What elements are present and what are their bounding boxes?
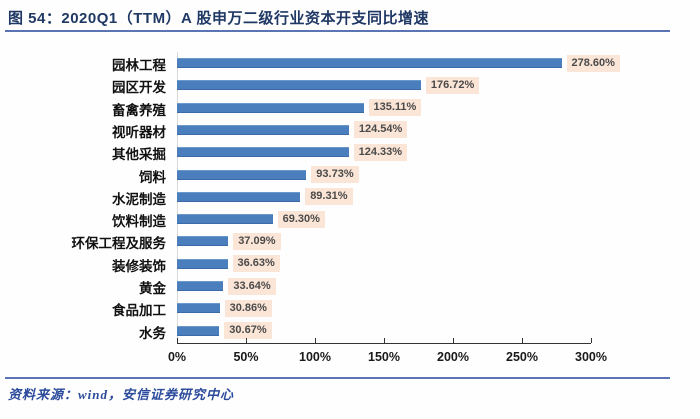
x-axis-tick	[453, 338, 454, 343]
bar	[177, 325, 220, 336]
figure-title-text: 2020Q1（TTM）A 股申万二级行业资本开支同比增速	[61, 10, 430, 27]
category-label: 环保工程及服务	[71, 236, 167, 252]
category-label: 水务	[139, 325, 166, 341]
category-label: 水泥制造	[112, 191, 166, 207]
x-tick-label: 100%	[299, 350, 331, 364]
bar	[177, 258, 228, 269]
x-axis-tick	[177, 338, 178, 343]
category-label: 饲料	[139, 169, 166, 185]
bar-value-label: 89.31%	[305, 188, 353, 206]
bar	[177, 281, 224, 291]
figure-title: 图 54：2020Q1（TTM）A 股申万二级行业资本开支同比增速	[8, 7, 690, 28]
bar-value-label: 135.11%	[368, 99, 422, 117]
source-note: 资料来源：wind，安信证券研究中心	[8, 384, 234, 403]
x-axis-tick	[246, 338, 247, 343]
bar-value-label: 30.86%	[224, 299, 272, 317]
capex-growth-bar-chart: 园林工程 278.60% 园区开发 176.72% 畜禽养殖 135.11% 视听器材 124…	[0, 46, 700, 370]
bar-value-label: 69.30%	[277, 210, 325, 228]
footer-divider	[5, 377, 670, 379]
category-label: 畜禽养殖	[112, 102, 166, 118]
x-tick-label: 0%	[167, 350, 187, 364]
category-label: 黄金	[139, 281, 166, 296]
bar	[177, 169, 307, 180]
x-axis-tick	[315, 338, 316, 343]
x-tick-label: 200%	[437, 350, 469, 364]
x-axis-line	[177, 343, 591, 344]
category-label: 饮料制造	[112, 214, 166, 230]
source-label: 资料来源：	[8, 387, 79, 402]
bar	[177, 214, 273, 225]
figure-number: 图 54：	[8, 10, 62, 27]
category-label: 其他采掘	[112, 147, 166, 163]
bar	[177, 191, 301, 202]
x-tick-label: 50%	[233, 350, 259, 364]
bar-value-label: 93.73%	[311, 166, 359, 183]
bar-value-label: 278.60%	[566, 54, 620, 72]
title-divider	[5, 30, 670, 32]
bar	[177, 58, 562, 68]
category-label: 视听器材	[112, 124, 166, 140]
category-label: 食品加工	[112, 303, 166, 319]
bar-value-label: 124.54%	[353, 121, 408, 139]
bar-value-label: 30.67%	[224, 322, 272, 340]
x-tick-label: 150%	[368, 350, 400, 364]
x-tick-label: 300%	[575, 350, 607, 364]
x-axis-tick	[384, 338, 385, 343]
category-label: 园区开发	[112, 80, 166, 96]
x-axis-tick	[522, 338, 523, 343]
bar	[177, 236, 229, 247]
bar	[177, 102, 364, 113]
bar	[177, 124, 349, 135]
x-tick-label: 250%	[506, 350, 538, 364]
bar-value-label: 37.09%	[233, 232, 281, 250]
bar	[177, 80, 421, 91]
bar-value-label: 36.63%	[232, 255, 280, 273]
source-text: wind，安信证券研究中心	[78, 387, 235, 402]
category-label: 装修装饰	[112, 258, 166, 274]
bar	[177, 303, 220, 314]
x-axis-tick	[591, 338, 592, 343]
bar-value-label: 124.33%	[353, 143, 408, 161]
bar	[177, 147, 349, 158]
bar-value-label: 33.64%	[228, 277, 276, 295]
category-label: 园林工程	[112, 58, 166, 73]
bar-value-label: 176.72%	[425, 76, 480, 94]
